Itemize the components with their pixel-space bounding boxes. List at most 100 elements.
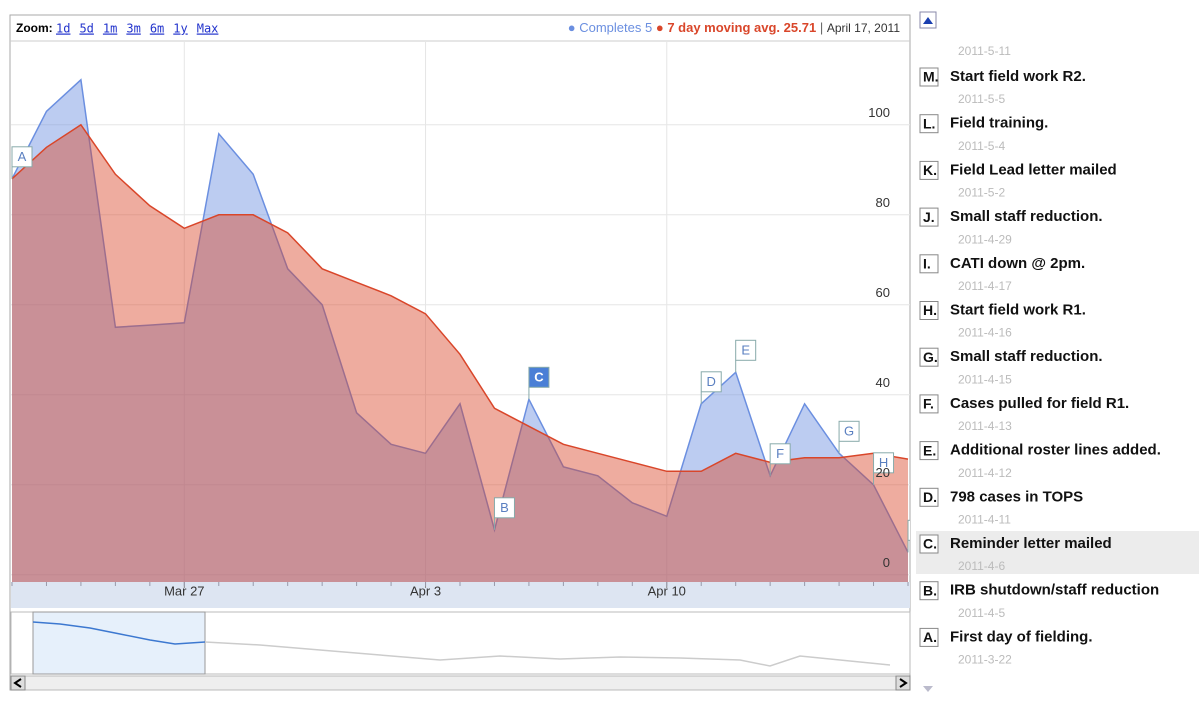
- flag-label: E: [741, 343, 750, 358]
- item-date: 2011-5-11: [958, 44, 1011, 58]
- x-tick-label: Apr 3: [410, 583, 441, 598]
- frame: [9, 14, 911, 691]
- item-date: 2011-4-5: [958, 606, 1005, 620]
- item-date: 2011-4-17: [958, 279, 1012, 293]
- item-letter-box[interactable]: [919, 207, 939, 227]
- item-highlight: [916, 531, 1199, 574]
- area-line: [11, 123, 909, 473]
- x-tick-label: Apr 10: [648, 583, 686, 598]
- panel-scroll-down-icon[interactable]: [923, 686, 933, 692]
- item-letter: B.: [923, 582, 937, 598]
- legend-value: 25.71: [784, 20, 817, 35]
- item-letter-box[interactable]: [919, 114, 939, 134]
- zoom-option[interactable]: 1m: [103, 22, 117, 36]
- zoom-option[interactable]: 1y: [173, 22, 187, 36]
- item-date: 2011-5-5: [958, 92, 1005, 106]
- item-letter-box[interactable]: [919, 487, 939, 507]
- flag[interactable]: [907, 519, 928, 541]
- zoom-option[interactable]: 1d: [56, 22, 70, 36]
- item-letter: F.: [923, 396, 934, 412]
- item-date: 2011-5-2: [958, 186, 1005, 200]
- flag-label: B: [500, 500, 509, 515]
- legend-name: 7 day moving avg.: [667, 20, 780, 35]
- flag[interactable]: [735, 339, 757, 361]
- item-text[interactable]: CATI down @ 2pm.: [950, 255, 1085, 272]
- item-text[interactable]: Field training.: [950, 115, 1048, 132]
- item-date: 2011-4-13: [958, 419, 1012, 433]
- item-text[interactable]: Additional roster lines added.: [950, 442, 1161, 459]
- item-letter-box[interactable]: [919, 160, 939, 180]
- flag[interactable]: [769, 443, 791, 465]
- item-letter: J.: [923, 209, 935, 225]
- item-letter-box[interactable]: [919, 394, 939, 414]
- item-letter-box[interactable]: [919, 441, 939, 461]
- flag-label: H: [879, 455, 888, 470]
- panel-scroll-up-icon: [923, 17, 933, 24]
- zoom-option[interactable]: 5d: [79, 22, 93, 36]
- item-text[interactable]: Small staff reduction.: [950, 348, 1103, 365]
- legend-date: April 17, 2011: [827, 21, 900, 35]
- flag[interactable]: [838, 420, 860, 442]
- legend-dot: ●: [656, 20, 667, 35]
- flag[interactable]: [11, 146, 33, 168]
- annotation-panel: 2011-5-11 M. Start field work R2. 2011-5-5 L…: [916, 44, 1199, 667]
- item-letter: I.: [923, 256, 931, 272]
- item-date: 2011-4-29: [958, 232, 1012, 246]
- item-letter-box[interactable]: [919, 301, 939, 320]
- item-text[interactable]: Reminder letter mailed: [950, 535, 1112, 552]
- item-letter: E.: [923, 442, 936, 458]
- item-letter: L.: [923, 115, 935, 131]
- area-fill: [12, 79, 908, 582]
- item-letter: G.: [923, 349, 938, 365]
- item-letter-box[interactable]: [919, 581, 939, 601]
- item-date: 2011-4-6: [958, 559, 1005, 573]
- legend-name: Completes: [579, 20, 642, 35]
- item-date: 2011-4-12: [958, 466, 1012, 480]
- zoom-option[interactable]: 3m: [126, 22, 140, 36]
- flag-label: D: [707, 374, 716, 389]
- legend-value: 5: [645, 20, 652, 35]
- item-text[interactable]: 798 cases in TOPS: [950, 488, 1083, 505]
- zoom-option[interactable]: 6m: [150, 22, 164, 36]
- flag[interactable]: [700, 371, 722, 393]
- flag[interactable]: [493, 497, 515, 519]
- item-letter-box[interactable]: [919, 254, 939, 274]
- scroll-right[interactable]: [895, 675, 911, 691]
- item-letter-box[interactable]: [919, 534, 939, 554]
- area-fill: [12, 124, 908, 582]
- item-letter: M.: [923, 69, 939, 85]
- y-tick-label: 0: [883, 555, 890, 570]
- item-text[interactable]: Field Lead letter mailed: [950, 161, 1117, 178]
- item-letter: A.: [923, 629, 937, 645]
- flag[interactable]: [873, 452, 895, 474]
- scroll-right-icon: [899, 678, 908, 688]
- legend-dot: ●: [568, 20, 579, 35]
- legend-separator: |: [820, 20, 827, 35]
- item-text[interactable]: Start field work R2.: [950, 68, 1086, 85]
- item-letter: K.: [923, 162, 937, 178]
- y-tick-label: 20: [876, 465, 890, 480]
- flag[interactable]: [528, 366, 550, 388]
- zoom-option[interactable]: Max: [197, 22, 219, 36]
- area-line: [11, 78, 909, 553]
- item-text[interactable]: IRB shutdown/staff reduction: [950, 582, 1159, 599]
- item-date: 2011-4-15: [958, 372, 1012, 386]
- scrollbar[interactable]: [10, 675, 911, 691]
- item-text[interactable]: Small staff reduction.: [950, 208, 1103, 225]
- item-text[interactable]: Start field work R1.: [950, 301, 1086, 318]
- x-axis-band: [11, 582, 910, 608]
- item-letter-box[interactable]: [919, 347, 939, 367]
- scroll-left[interactable]: [10, 675, 26, 691]
- overview-window[interactable]: [32, 611, 206, 675]
- item-letter-box[interactable]: [919, 67, 939, 87]
- legend: ● Completes 5 ● 7 day moving avg. 25.71 …: [568, 20, 901, 35]
- item-text[interactable]: First day of fielding.: [950, 628, 1093, 645]
- item-date: 2011-4-16: [958, 326, 1012, 340]
- item-date: 2011-5-4: [958, 139, 1005, 153]
- item-letter: D.: [923, 489, 937, 505]
- item-letter-box[interactable]: [919, 627, 939, 647]
- flag-label: A: [18, 149, 27, 164]
- item-text[interactable]: Cases pulled for field R1.: [950, 395, 1129, 412]
